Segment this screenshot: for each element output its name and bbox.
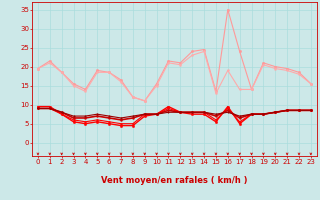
X-axis label: Vent moyen/en rafales ( km/h ): Vent moyen/en rafales ( km/h ) — [101, 176, 248, 185]
